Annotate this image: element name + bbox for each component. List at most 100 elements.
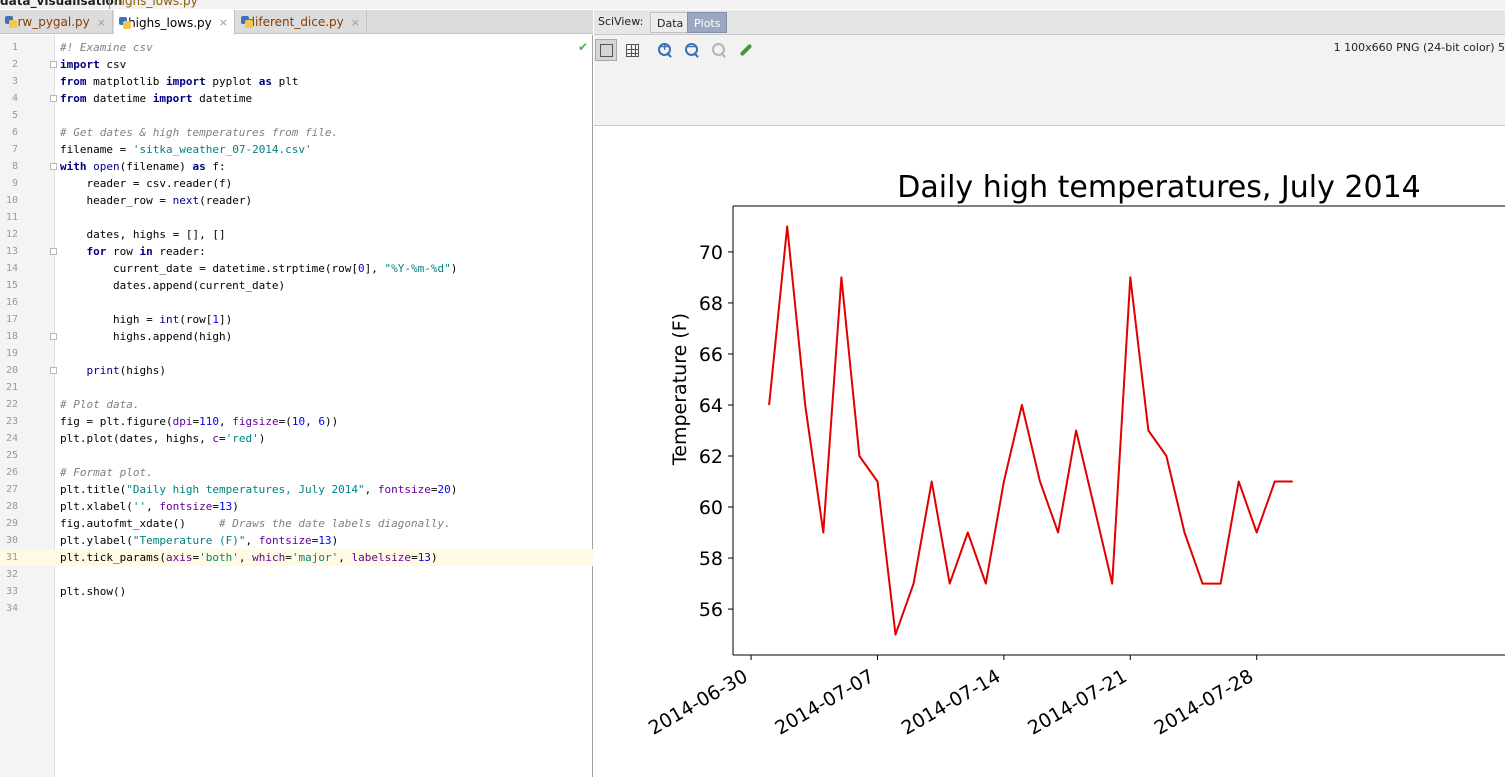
- fold-marker-icon[interactable]: [50, 163, 57, 170]
- toggle-grid-button[interactable]: [621, 39, 643, 61]
- code-text: dates, highs = [], []: [60, 228, 226, 241]
- color-picker-button[interactable]: [735, 39, 757, 61]
- code-line[interactable]: 30 plt.ylabel("Temperature (F)", fontsize…: [0, 532, 593, 549]
- y-tick-label: 56: [699, 599, 723, 621]
- y-tick-label: 60: [699, 497, 723, 519]
- breadcrumb-project[interactable]: data_visualisation: [0, 0, 123, 8]
- close-icon[interactable]: ×: [350, 15, 360, 29]
- code-line[interactable]: 11: [0, 209, 593, 226]
- x-tick-label: 2014-06-30: [645, 665, 752, 739]
- plot-view[interactable]: 56 58 60 62 64 66 68 70 2014-06-30 2014-07-07 201…: [594, 126, 1505, 777]
- code-text: with open(filename) as f:: [60, 160, 226, 173]
- code-line[interactable]: 20 print(highs): [0, 362, 593, 379]
- zoom-out-button[interactable]: −: [681, 39, 703, 61]
- line-number-gutter: [0, 35, 55, 777]
- image-info: 1 100x660 PNG (24-bit color) 5: [1333, 41, 1505, 54]
- y-tick-label: 62: [699, 446, 723, 468]
- code-text: fig = plt.figure(dpi=110, figsize=(10, 6…: [60, 415, 339, 428]
- zoom-in-button[interactable]: +: [654, 39, 676, 61]
- code-text: import csv: [60, 58, 127, 71]
- line-number: 14: [5, 263, 18, 274]
- code-text: # Plot data.: [60, 398, 140, 411]
- actual-size-button[interactable]: [708, 39, 730, 61]
- line-number: 21: [5, 382, 18, 393]
- code-line[interactable]: 29 fig.autofmt_xdate() # Draws the date l…: [0, 515, 593, 532]
- code-line[interactable]: 27 plt.title("Daily high temperatures, Ju…: [0, 481, 593, 498]
- code-line[interactable]: 15 dates.append(current_date): [0, 277, 593, 294]
- zoom-in-icon: +: [658, 40, 672, 57]
- code-text: plt.xlabel('', fontsize=13): [60, 500, 239, 513]
- code-line[interactable]: 5: [0, 107, 593, 124]
- fold-marker-icon[interactable]: [50, 333, 57, 340]
- fit-to-window-button[interactable]: [595, 39, 617, 61]
- code-text: highs.append(high): [60, 330, 233, 343]
- code-line[interactable]: 2 import csv: [0, 56, 593, 73]
- line-number: 30: [5, 535, 18, 546]
- code-text: # Get dates & high temperatures from fil…: [60, 126, 339, 139]
- tab-diferent-dice[interactable]: diferent_dice.py ×: [236, 10, 367, 34]
- code-editor[interactable]: 1 #! Examine csv 2 import csv 3 from matplotl…: [0, 35, 593, 777]
- code-line[interactable]: 21: [0, 379, 593, 396]
- code-line[interactable]: 13 for row in reader:: [0, 243, 593, 260]
- code-line[interactable]: 25: [0, 447, 593, 464]
- y-tick-label: 64: [699, 395, 723, 417]
- code-line[interactable]: 12 dates, highs = [], []: [0, 226, 593, 243]
- fold-marker-icon[interactable]: [50, 248, 57, 255]
- tab-highs-lows[interactable]: highs_lows.py ×: [114, 10, 235, 35]
- tab-label: rw_pygal.py: [17, 15, 90, 29]
- code-line[interactable]: 8 with open(filename) as f:: [0, 158, 593, 175]
- y-tick-label: 58: [699, 548, 723, 570]
- code-line[interactable]: 10 header_row = next(reader): [0, 192, 593, 209]
- inspection-ok-icon[interactable]: ✔: [578, 40, 589, 54]
- code-line[interactable]: 4 from datetime import datetime: [0, 90, 593, 107]
- code-line[interactable]: 28 plt.xlabel('', fontsize=13): [0, 498, 593, 515]
- fold-marker-icon[interactable]: [50, 95, 57, 102]
- code-line[interactable]: 31 plt.tick_params(axis='both', which='ma…: [0, 549, 593, 566]
- tab-rw-pygal[interactable]: rw_pygal.py ×: [0, 10, 113, 34]
- x-axis-ticks: 2014-06-30 2014-07-07 2014-07-14 2014-07-21…: [645, 655, 1258, 740]
- code-line[interactable]: 22 # Plot data.: [0, 396, 593, 413]
- code-line[interactable]: 17 high = int(row[1]): [0, 311, 593, 328]
- chart-title: Daily high temperatures, July 2014: [897, 170, 1421, 205]
- y-tick-label: 70: [699, 242, 723, 264]
- code-line[interactable]: 16: [0, 294, 593, 311]
- code-line[interactable]: 9 reader = csv.reader(f): [0, 175, 593, 192]
- line-number: 5: [11, 110, 18, 121]
- code-text: print(highs): [86, 364, 166, 377]
- line-number: 16: [5, 297, 18, 308]
- temperature-line: [768, 225, 1293, 636]
- code-line[interactable]: 23 fig = plt.figure(dpi=110, figsize=(10,…: [0, 413, 593, 430]
- code-line[interactable]: 6 # Get dates & high temperatures from fi…: [0, 124, 593, 141]
- navigation-breadcrumb: data_visualisation highs_lows.py: [0, 0, 1505, 9]
- fold-marker-icon[interactable]: [50, 367, 57, 374]
- code-text: fig.autofmt_xdate() # Draws the date lab…: [60, 517, 451, 530]
- line-number: 20: [5, 365, 18, 376]
- data-points: [769, 226, 1293, 635]
- close-icon[interactable]: ×: [96, 15, 106, 29]
- zoom-out-icon: −: [685, 40, 699, 57]
- line-number: 9: [11, 178, 18, 189]
- code-text: plt.plot(dates, highs, c='red'): [60, 432, 266, 445]
- fold-marker-icon[interactable]: [50, 61, 57, 68]
- line-number: 3: [11, 76, 18, 87]
- code-line[interactable]: 19: [0, 345, 593, 362]
- code-line[interactable]: 3 from matplotlib import pyplot as plt: [0, 73, 593, 90]
- code-line[interactable]: 1 #! Examine csv: [0, 39, 593, 56]
- breadcrumb-file[interactable]: highs_lows.py: [114, 0, 198, 8]
- tab-data[interactable]: Data: [650, 12, 691, 33]
- tab-label: highs_lows.py: [128, 15, 212, 30]
- code-text: # Format plot.: [60, 466, 153, 479]
- close-icon[interactable]: ×: [218, 16, 228, 29]
- code-line[interactable]: 26 # Format plot.: [0, 464, 593, 481]
- code-line[interactable]: 34: [0, 600, 593, 617]
- code-line[interactable]: 24 plt.plot(dates, highs, c='red'): [0, 430, 593, 447]
- code-line[interactable]: 32: [0, 566, 593, 583]
- code-line[interactable]: 18 highs.append(high): [0, 328, 593, 345]
- code-line[interactable]: 14 current_date = datetime.strptime(row[…: [0, 260, 593, 277]
- line-number: 34: [5, 603, 18, 614]
- line-number: 12: [5, 229, 18, 240]
- tab-plots[interactable]: Plots: [687, 12, 728, 33]
- code-line[interactable]: 7 filename = 'sitka_weather_07-2014.csv': [0, 141, 593, 158]
- code-line[interactable]: 33 plt.show(): [0, 583, 593, 600]
- python-file-icon: [240, 15, 255, 29]
